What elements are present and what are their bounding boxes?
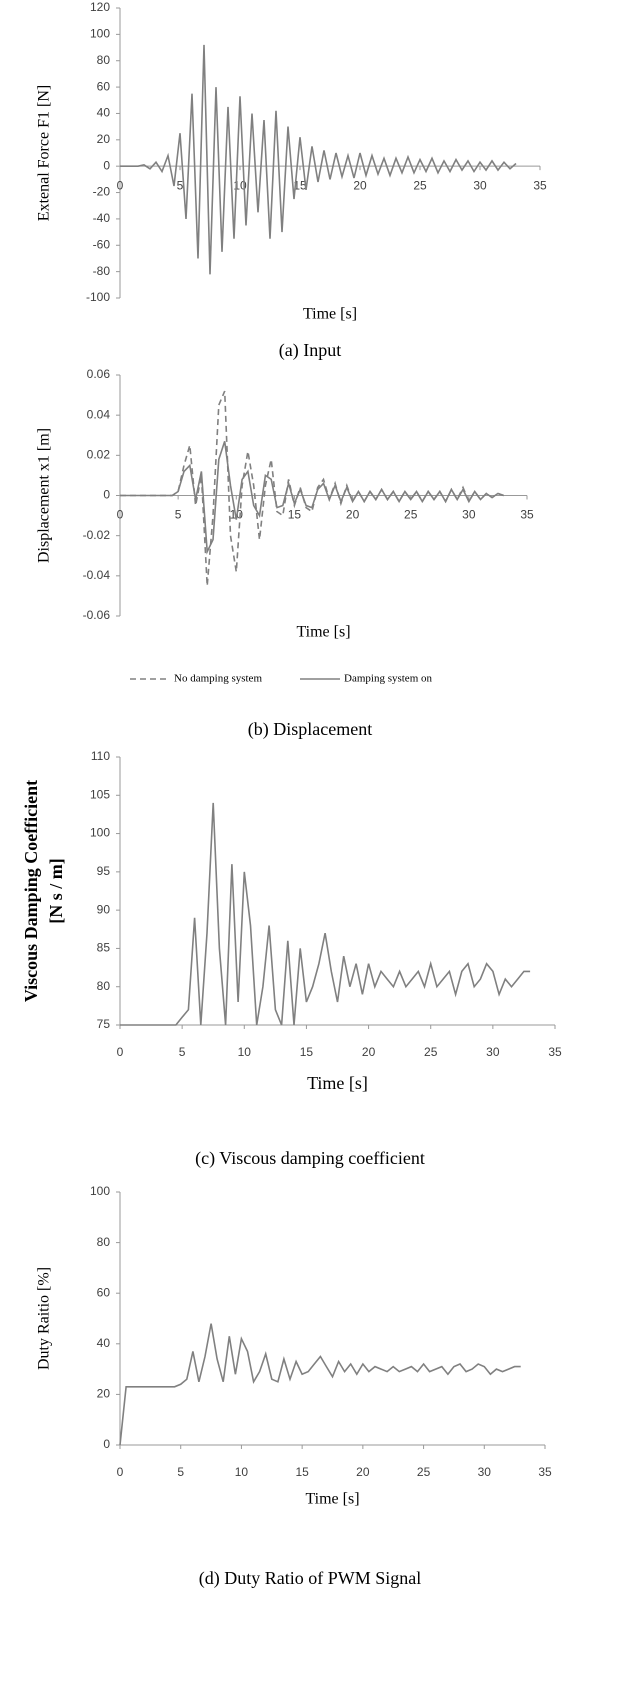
caption: (b) Displacement bbox=[248, 719, 372, 740]
y-tick-label: 110 bbox=[91, 749, 110, 763]
y-tick-label: 80 bbox=[97, 979, 111, 993]
x-tick-label: 15 bbox=[293, 178, 307, 192]
x-tick-label: 0 bbox=[117, 178, 124, 192]
y-axis-label: [N s / m] bbox=[46, 858, 66, 924]
data-line bbox=[120, 44, 517, 275]
x-tick-label: 20 bbox=[346, 508, 360, 522]
x-axis-label: Time [s] bbox=[307, 1073, 368, 1093]
x-tick-label: 30 bbox=[473, 178, 487, 192]
x-tick-label: 10 bbox=[235, 1465, 249, 1479]
y-tick-label: 0 bbox=[103, 158, 110, 172]
y-axis-label: Duty Raitio [%] bbox=[36, 1267, 53, 1370]
x-tick-label: 35 bbox=[548, 1045, 562, 1059]
y-tick-label: 0.04 bbox=[87, 407, 111, 421]
x-tick-label: 25 bbox=[417, 1465, 431, 1479]
x-tick-label: 15 bbox=[288, 508, 302, 522]
x-tick-label: 15 bbox=[295, 1465, 309, 1479]
x-tick-label: 20 bbox=[353, 178, 367, 192]
x-tick-label: 35 bbox=[533, 178, 547, 192]
y-tick-label: -40 bbox=[93, 211, 111, 225]
x-tick-label: 5 bbox=[177, 1465, 184, 1479]
y-tick-label: -80 bbox=[93, 264, 111, 278]
y-tick-label: -0.04 bbox=[83, 568, 111, 582]
legend-label: Damping system on bbox=[344, 673, 432, 685]
x-tick-label: 20 bbox=[362, 1045, 376, 1059]
x-tick-label: 20 bbox=[356, 1465, 370, 1479]
data-line bbox=[120, 802, 531, 1026]
x-tick-label: 35 bbox=[538, 1465, 552, 1479]
x-tick-label: 5 bbox=[179, 1045, 186, 1059]
x-tick-label: 30 bbox=[486, 1045, 500, 1059]
x-tick-label: 25 bbox=[413, 178, 427, 192]
y-tick-label: 60 bbox=[97, 79, 111, 93]
x-tick-label: 5 bbox=[175, 508, 182, 522]
data-line bbox=[120, 441, 504, 555]
y-tick-label: -0.02 bbox=[83, 528, 111, 542]
y-axis-label: Extenal Force F1 [N] bbox=[36, 85, 53, 221]
caption: (a) Input bbox=[279, 340, 341, 361]
y-tick-label: 105 bbox=[90, 787, 110, 801]
x-tick-label: 30 bbox=[478, 1465, 492, 1479]
y-axis-label: Viscous Damping Coefficient bbox=[21, 780, 41, 1002]
y-tick-label: 60 bbox=[97, 1285, 111, 1299]
x-tick-label: 0 bbox=[117, 1045, 124, 1059]
caption: (c) Viscous damping coefficient bbox=[195, 1148, 425, 1169]
x-axis-label: Time [s] bbox=[305, 1491, 359, 1508]
x-tick-label: 35 bbox=[520, 508, 534, 522]
y-tick-label: 75 bbox=[97, 1017, 111, 1031]
y-tick-label: -100 bbox=[86, 290, 110, 304]
x-tick-label: 0 bbox=[117, 1465, 124, 1479]
x-tick-label: 0 bbox=[117, 508, 124, 522]
y-tick-label: 100 bbox=[90, 27, 110, 41]
x-axis-label: Time [s] bbox=[303, 306, 357, 323]
x-axis-label: Time [s] bbox=[296, 624, 350, 641]
y-tick-label: 20 bbox=[97, 132, 111, 146]
y-tick-label: 100 bbox=[90, 1184, 110, 1198]
y-tick-label: 80 bbox=[97, 1235, 111, 1249]
x-tick-label: 5 bbox=[177, 178, 184, 192]
y-tick-label: -60 bbox=[93, 237, 111, 251]
y-tick-label: 80 bbox=[97, 53, 111, 67]
data-line bbox=[119, 1323, 521, 1446]
x-tick-label: 25 bbox=[424, 1045, 438, 1059]
x-tick-label: 15 bbox=[300, 1045, 314, 1059]
caption: (d) Duty Ratio of PWM Signal bbox=[199, 1568, 422, 1589]
y-axis-label: Displacement x1 [m] bbox=[36, 428, 53, 563]
y-tick-label: 40 bbox=[97, 106, 111, 120]
y-tick-label: -0.06 bbox=[83, 608, 111, 622]
y-tick-label: 20 bbox=[97, 1387, 111, 1401]
y-tick-label: -20 bbox=[93, 185, 111, 199]
x-tick-label: 30 bbox=[462, 508, 476, 522]
y-tick-label: 40 bbox=[97, 1336, 111, 1350]
y-tick-label: 90 bbox=[97, 902, 111, 916]
y-tick-label: 120 bbox=[90, 0, 110, 14]
y-tick-label: 0 bbox=[103, 1437, 110, 1451]
y-tick-label: 85 bbox=[97, 941, 111, 955]
y-tick-label: 100 bbox=[90, 826, 110, 840]
x-tick-label: 25 bbox=[404, 508, 418, 522]
y-tick-label: 0.02 bbox=[87, 448, 111, 462]
legend-label: No damping system bbox=[174, 673, 262, 685]
x-tick-label: 10 bbox=[238, 1045, 252, 1059]
data-line bbox=[120, 390, 504, 586]
y-tick-label: 0 bbox=[103, 488, 110, 502]
y-tick-label: 95 bbox=[97, 864, 111, 878]
y-tick-label: 0.06 bbox=[87, 367, 111, 381]
